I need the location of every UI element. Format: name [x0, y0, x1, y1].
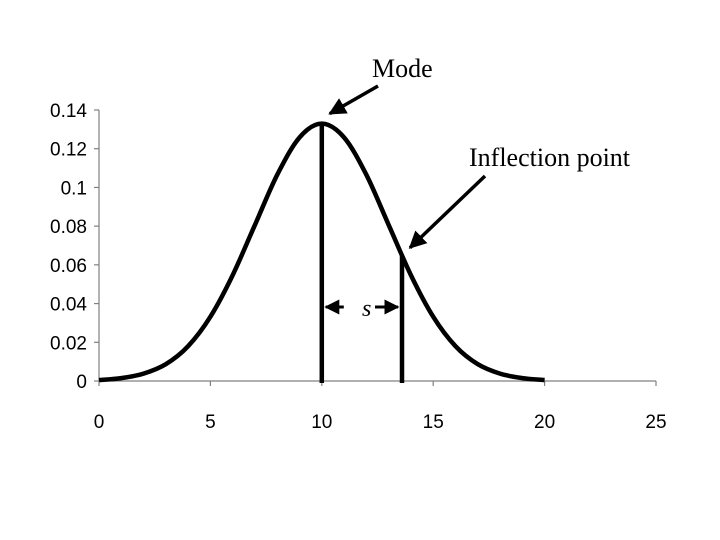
- y-tick-label: 0: [76, 372, 87, 393]
- reference-lines: [319, 123, 405, 383]
- inflection-arrow: [408, 174, 487, 249]
- y-tick-label: 0.12: [50, 140, 87, 161]
- mode-label: Mode: [372, 54, 433, 83]
- x-tick-label: 20: [534, 412, 555, 433]
- s-label: s: [362, 296, 371, 322]
- x-tick-label: 5: [205, 412, 216, 433]
- annotations: Mode Inflection point s: [324, 54, 631, 322]
- y-tick-labels: 0 0.02 0.04 0.06 0.08 0.1 0.12 0.14: [50, 101, 99, 393]
- x-tick-label: 25: [645, 412, 666, 433]
- inflection-point-label: Inflection point: [469, 143, 631, 172]
- x-tick-labels: 0 5 10 15 20 25: [94, 381, 667, 433]
- x-tick-label: 10: [311, 412, 332, 433]
- y-tick-label: 0.06: [50, 256, 87, 277]
- x-tick-label: 0: [94, 412, 105, 433]
- y-tick-label: 0.02: [50, 333, 87, 354]
- axes: [98, 110, 656, 382]
- x-tick-label: 15: [423, 412, 444, 433]
- mode-arrow: [328, 84, 379, 116]
- y-tick-label: 0.04: [50, 295, 87, 316]
- y-tick-label: 0.1: [61, 178, 87, 199]
- y-tick-label: 0.08: [50, 217, 87, 238]
- y-tick-label: 0.14: [50, 101, 87, 122]
